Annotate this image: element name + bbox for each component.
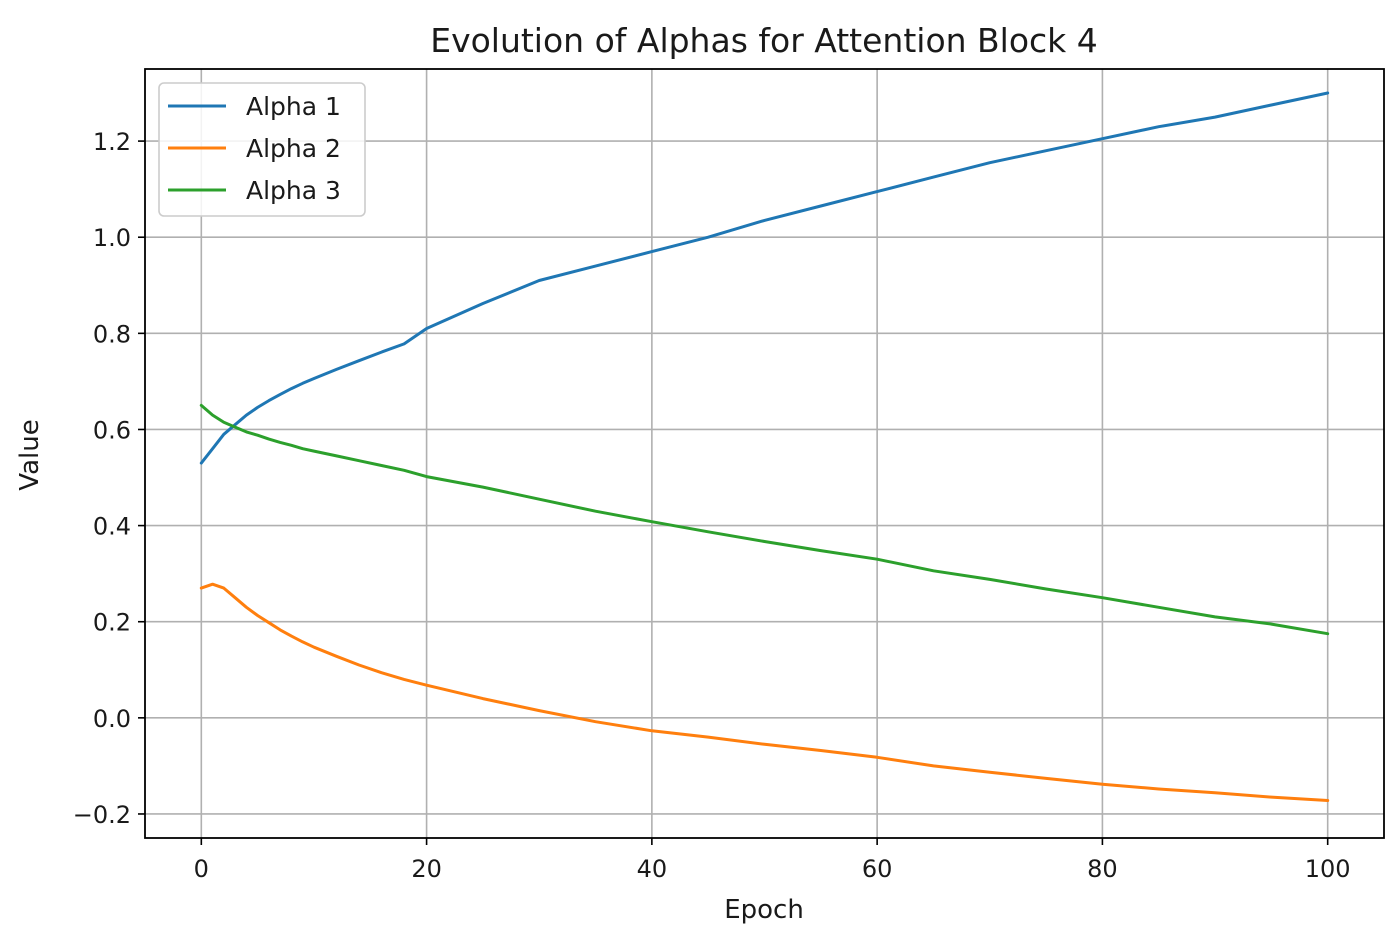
- y-axis-label: Value: [15, 419, 45, 490]
- y-tick-label: 0.6: [93, 416, 131, 444]
- x-tick-label: 100: [1305, 855, 1351, 883]
- legend-label: Alpha 1: [246, 92, 341, 121]
- x-tick-label: 0: [194, 855, 209, 883]
- y-tick-label: −0.2: [73, 801, 131, 829]
- x-tick-label: 20: [411, 855, 442, 883]
- plot-frame: [144, 68, 1385, 839]
- series-line-alpha-3: [199, 403, 1330, 636]
- series-line-alpha-1: [199, 91, 1330, 465]
- y-tick-label: 0.2: [93, 609, 131, 637]
- x-tick-label: 40: [637, 855, 668, 883]
- y-tick-label: 0.0: [93, 705, 131, 733]
- y-tick-label: 0.8: [93, 320, 131, 348]
- legend: Alpha 1 Alpha 2 Alpha 3: [158, 82, 366, 217]
- grid: [145, 69, 1384, 838]
- y-tick-label: 0.4: [93, 513, 131, 541]
- x-axis-label: Epoch: [724, 895, 804, 925]
- x-tick-label: 80: [1087, 855, 1118, 883]
- axis-ticks: 0 20 40 60 80 100 −0.2 0.0 0.2 0.4 0.6 0.8 1.0 1.2: [73, 128, 1351, 883]
- legend-frame: [158, 82, 366, 217]
- y-tick-label: 1.2: [93, 128, 131, 156]
- x-tick-label: 60: [862, 855, 893, 883]
- series-line-alpha-2: [199, 582, 1330, 802]
- series-lines: [199, 91, 1330, 802]
- legend-label: Alpha 3: [246, 176, 341, 205]
- legend-label: Alpha 2: [246, 134, 341, 163]
- chart-title: Evolution of Alphas for Attention Block …: [430, 21, 1098, 60]
- y-tick-label: 1.0: [93, 224, 131, 252]
